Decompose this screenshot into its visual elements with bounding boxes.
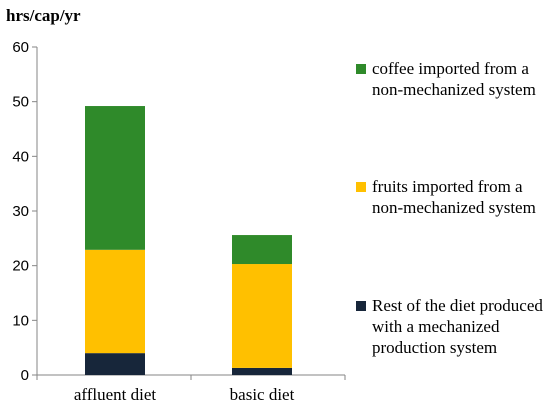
x-category-label: affluent diet [74,385,157,404]
y-tick-label: 60 [12,39,29,56]
axis-labels: 0 10 20 30 40 50 60 affluent diet basic diet [12,39,294,404]
bar-segment [232,235,292,265]
x-category-label: basic diet [230,385,295,404]
bar-segment [85,106,145,250]
bar-segment [85,353,145,375]
y-tick-label: 50 [12,94,29,111]
bar-segment [232,264,292,368]
axes [32,46,346,380]
bar-segment [232,367,292,375]
y-tick-label: 20 [12,258,29,275]
legend-swatch [356,301,366,311]
legend-label: Rest of the diet produced with a mechani… [372,296,543,357]
bars [85,106,292,375]
legend-swatch [356,182,366,192]
y-tick-label: 30 [12,203,29,220]
y-tick-label: 0 [21,367,29,384]
y-tick-label: 40 [12,148,29,165]
y-tick-label: 10 [12,312,29,329]
legend-label: coffee imported from a non-mechanized sy… [372,59,536,99]
legend-swatch [356,64,366,74]
legend-label: fruits imported from a non-mechanized sy… [372,177,536,217]
bar-segment [85,249,145,354]
y-axis-label: hrs/cap/yr [6,6,81,25]
